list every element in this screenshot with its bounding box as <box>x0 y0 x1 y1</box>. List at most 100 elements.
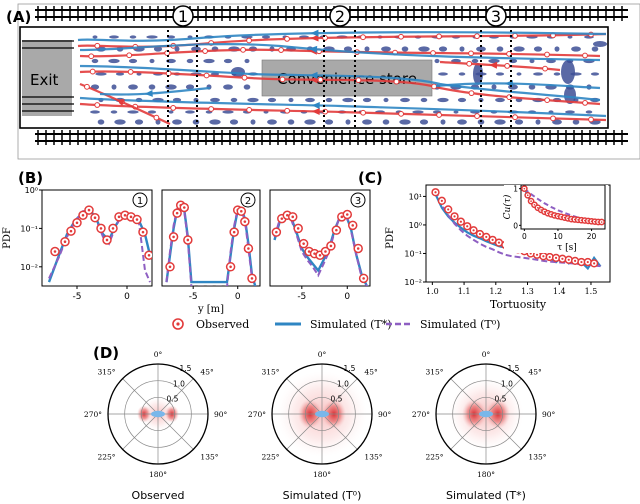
velocity-ellipse <box>381 46 391 52</box>
section-marker-2: 2 <box>329 5 351 27</box>
observed-point-center <box>466 225 469 228</box>
angle-label: 45° <box>200 368 214 377</box>
velocity-ellipse <box>567 35 573 39</box>
velocity-ellipse <box>535 119 541 125</box>
pdf-subplot-1: -5 0 10⁻² 10⁻¹ 10⁰ PDF 1 <box>2 186 153 302</box>
velocity-ellipse <box>343 46 353 52</box>
observed-point-center <box>561 257 564 260</box>
velocity-ellipse <box>114 119 126 125</box>
trajectory <box>79 102 607 122</box>
trajectory-point <box>170 105 177 111</box>
y-tick-label: 10⁰ <box>409 221 422 230</box>
x-tick-label: 1.3 <box>521 287 534 296</box>
velocity-ellipse <box>174 46 180 52</box>
velocity-ellipse <box>513 46 525 52</box>
radial-tick-label: 1.5 <box>344 364 356 373</box>
x-tick-label: 10 <box>553 232 563 241</box>
observed-point-center <box>81 213 85 217</box>
platform-outline <box>19 26 609 129</box>
trajectory-point <box>94 42 101 49</box>
velocity-ellipse <box>185 110 195 114</box>
velocity-ellipse <box>250 119 256 125</box>
angle-label: 0° <box>154 350 163 359</box>
trajectory-point <box>240 46 246 53</box>
velocity-ellipse <box>382 119 390 125</box>
y-tick-label: 10⁻¹ <box>20 224 38 233</box>
observed-point-center <box>526 194 529 197</box>
velocity-ellipse <box>571 46 581 52</box>
velocity-ellipse <box>115 72 125 76</box>
y-tick-label: 10⁻² <box>404 278 422 287</box>
velocity-ellipse <box>90 110 100 114</box>
angle-label: 270° <box>84 410 102 419</box>
angle-label: 45° <box>528 368 542 377</box>
trajectory-point <box>246 37 252 44</box>
direction-arrow-icon <box>311 108 320 116</box>
observed-point-center <box>523 187 526 190</box>
observed-point-center <box>247 247 250 250</box>
observed-point-center <box>135 218 139 221</box>
x-axis-label: Tortuosity <box>490 298 547 311</box>
velocity-ellipse <box>95 72 107 76</box>
x-tick-label: 1.0 <box>426 287 439 296</box>
velocity-ellipse <box>155 119 161 125</box>
legend-tstar-label: Simulated (T*) <box>310 318 392 331</box>
velocity-ellipse <box>564 86 576 104</box>
observed-point-center <box>296 227 300 230</box>
center-blob <box>151 410 165 418</box>
trajectory <box>99 86 211 96</box>
x-tick-label: 0 <box>522 232 527 241</box>
velocity-ellipse <box>305 97 315 103</box>
velocity-ellipse <box>412 110 424 114</box>
direction-arrow-icon <box>310 29 319 37</box>
panel-d-label: (D) <box>93 344 119 362</box>
legend: Observed Simulated (T*) Simulated (T⁰) <box>172 318 500 331</box>
observed-point-center <box>168 265 172 269</box>
x-tick-label: -5 <box>73 292 82 302</box>
trajectory-point <box>360 34 366 41</box>
observed-point-center <box>129 215 133 219</box>
angle-label: 90° <box>378 410 392 419</box>
velocity-ellipse <box>287 119 295 125</box>
velocity-ellipse <box>553 72 561 76</box>
velocity-ellipse <box>476 46 486 52</box>
velocity-ellipse <box>491 84 497 90</box>
trajectory-point <box>512 114 518 121</box>
angular-gridline <box>450 413 487 450</box>
inset-frame <box>520 184 606 230</box>
velocity-ellipse <box>438 46 448 52</box>
velocity-ellipse <box>203 58 215 64</box>
observed-point-center <box>324 250 327 253</box>
trajectory-point <box>278 47 284 53</box>
trajectory-point <box>550 115 556 122</box>
velocity-ellipse <box>324 119 334 125</box>
panel-c: 1.0 1.1 1.2 1.3 1.4 1.5 10⁻² 10⁻¹ 10⁰ 10¹ PDF Tortu… <box>385 184 611 311</box>
polar-caption: Observed <box>132 489 185 502</box>
angle-label: 270° <box>412 410 430 419</box>
velocity-ellipse <box>110 110 118 114</box>
velocity-ellipse <box>496 46 504 52</box>
observed-point-center <box>491 238 494 241</box>
trajectory-point <box>246 106 253 113</box>
velocity-ellipse <box>419 119 429 125</box>
legend-t0-label: Simulated (T⁰) <box>420 318 500 331</box>
velocity-ellipse <box>495 72 505 76</box>
subplot-frame <box>41 189 153 287</box>
angle-label: 180° <box>477 470 495 479</box>
velocity-ellipse <box>111 84 117 90</box>
velocity-ellipse <box>172 119 182 125</box>
trajectory-point <box>317 76 324 83</box>
velocity-ellipse <box>191 46 201 52</box>
velocity-ellipse <box>153 46 163 52</box>
observed-point-center <box>554 256 558 259</box>
polar-plot-1: 0.5 1.0 1.5 0° 45° 90° 135° 180° 225° 270° 315° Obs… <box>84 350 228 502</box>
radial-tick-label: 1.0 <box>173 379 185 388</box>
observed-point-center <box>530 200 532 202</box>
velocity-ellipse <box>364 46 370 52</box>
observed-point-center <box>87 208 91 212</box>
observed-point-center <box>75 221 79 225</box>
observed-point-center <box>593 262 596 265</box>
velocity-ellipse <box>92 35 98 39</box>
section-badge <box>350 192 366 208</box>
radial-tick-label: 1.0 <box>501 379 513 388</box>
